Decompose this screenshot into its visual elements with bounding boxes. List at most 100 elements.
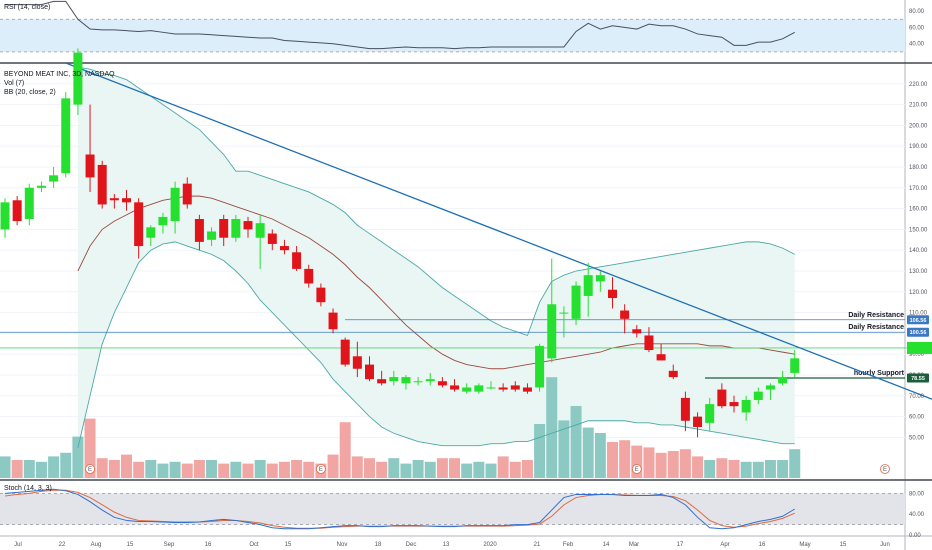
volume-bar [777, 460, 789, 478]
candle-body [377, 379, 387, 384]
candle-body [365, 364, 374, 380]
volume-bar [679, 449, 691, 478]
earnings-marker-label: E [635, 467, 639, 473]
candle-body [292, 252, 302, 269]
volume-bar [631, 445, 643, 478]
volume-bar [242, 463, 254, 478]
candle-body [194, 219, 204, 242]
time-tick-label: Jun [880, 542, 890, 548]
time-tick-label: Jul [14, 542, 22, 548]
candle-body [559, 312, 569, 314]
candle-body [231, 219, 241, 238]
candle-body [12, 200, 22, 222]
candle-body [352, 356, 362, 369]
price-tick-label: 170.00 [909, 186, 928, 192]
candle-body [425, 379, 435, 382]
rsi-tick-label: 80.00 [909, 9, 925, 15]
candle-body [595, 275, 605, 282]
downtrend-line [65, 62, 932, 400]
time-tick-label: 15 [285, 542, 292, 548]
time-tick-label: Feb [563, 542, 574, 548]
volume-bar [254, 460, 266, 478]
candle-body [765, 385, 775, 390]
volume-bar [412, 460, 424, 478]
candle-body [729, 402, 739, 407]
volume-bar [607, 442, 618, 478]
volume-bar [473, 461, 485, 478]
candle-body [36, 185, 46, 188]
time-tick-label: Dec [406, 542, 417, 548]
hourly-support-label: hourly Support [854, 370, 905, 377]
candle-body [24, 187, 34, 219]
volume-bar [169, 461, 181, 478]
candle-body [219, 219, 229, 238]
candle-body [49, 175, 59, 182]
time-tick-label: Mar [629, 542, 639, 548]
time-tick-label: Aug [91, 542, 102, 548]
volume-bar [558, 420, 570, 478]
candle-body [656, 354, 666, 361]
candle-body [328, 312, 338, 330]
candle-body [693, 416, 703, 427]
candle-body [401, 377, 411, 384]
time-tick-label: 17 [677, 542, 684, 548]
candle-body [122, 198, 131, 203]
current-price-badge [907, 341, 932, 354]
time-tick-label: 15 [840, 542, 847, 548]
candle-body [486, 387, 496, 389]
volume-bar [108, 460, 120, 478]
volume-bar [291, 460, 303, 478]
candle-body [134, 202, 144, 247]
symbol-title: BEYOND MEAT INC, 3D, NASDAQ [4, 71, 115, 78]
volume-bar [534, 424, 546, 478]
candle-body [158, 216, 168, 226]
price-badge-2: 100.56 [910, 330, 927, 336]
volume-bar [570, 406, 582, 478]
volume-bar [23, 460, 35, 478]
volume-bar [181, 463, 193, 478]
earnings-marker-label: E [883, 467, 887, 473]
volume-bar [704, 460, 716, 478]
stoch-tick-label: 80.00 [909, 491, 925, 497]
volume-bar [728, 460, 740, 478]
volume-bar [436, 458, 448, 478]
volume-bar [461, 463, 473, 478]
rsi-band [0, 19, 905, 52]
volume-bar [121, 454, 132, 478]
candle-body [741, 399, 751, 413]
volume-bar [133, 461, 145, 478]
time-tick-label: 16 [759, 542, 766, 548]
candle-body [632, 329, 642, 334]
price-tick-label: 60.00 [909, 415, 925, 421]
time-tick-label: May [799, 542, 810, 548]
candle-body [620, 310, 630, 319]
volume-bar [497, 456, 509, 478]
price-badge-1: 106.56 [910, 318, 927, 324]
volume-bar [509, 461, 521, 478]
stoch-band [0, 493, 905, 525]
volume-bar [72, 436, 84, 478]
volume-bar [388, 458, 400, 478]
time-tick-label: Sep [164, 542, 175, 548]
volume-bar [449, 458, 461, 478]
candle-body [717, 389, 727, 407]
bollinger-legend: BB (20, close, 2) [4, 89, 56, 96]
volume-bar [145, 460, 157, 478]
volume-bar [278, 461, 290, 478]
volume-bar [351, 456, 363, 478]
price-tick-label: 120.00 [909, 290, 928, 296]
rsi-tick-label: 60.00 [909, 25, 925, 31]
candle-body [389, 377, 399, 382]
time-tick-label: 15 [127, 542, 134, 548]
rsi-line [5, 0, 795, 50]
volume-bar [752, 461, 764, 478]
volume-bar [96, 458, 108, 478]
candle-body [182, 183, 192, 205]
volume-bar [716, 458, 728, 478]
price-tick-label: 110.00 [909, 311, 928, 317]
time-tick-label: Oct [249, 542, 259, 548]
price-badge-1-bg [907, 315, 929, 325]
volume-bar [364, 458, 375, 478]
candle-body [279, 246, 289, 251]
volume-bar [206, 460, 218, 478]
